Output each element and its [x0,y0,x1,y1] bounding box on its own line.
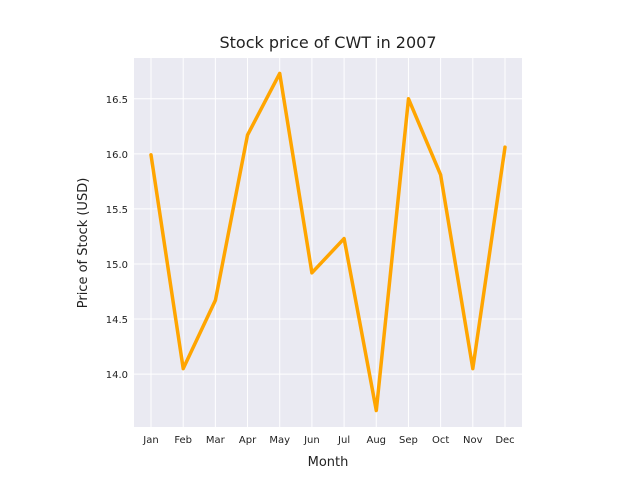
y-tick-label: 15.5 [106,205,128,216]
data-point-nov [471,367,474,370]
x-tick-label: Nov [463,435,483,446]
x-axis-label: Month [308,455,349,470]
y-tick-labels: 14.0 14.5 15.0 15.5 16.0 16.5 [106,95,128,381]
x-tick-label: Jan [142,435,158,446]
y-tick-label: 15.0 [106,260,128,271]
x-tick-label: Jun [303,435,320,446]
y-tick-label: 14.0 [106,370,128,381]
x-tick-label: Dec [495,435,514,446]
data-point-jul [343,237,346,240]
x-tick-label: Feb [174,435,192,446]
x-tick-label: Apr [239,435,257,446]
y-tick-label: 14.5 [106,315,128,326]
data-point-aug [375,409,378,412]
y-tick-label: 16.0 [106,150,128,161]
data-point-dec [504,146,507,149]
x-tick-label: Oct [432,435,449,446]
plot-area [134,58,522,427]
x-tick-label: May [269,435,290,446]
x-tick-labels: Jan Feb Mar Apr May Jun Jul Aug Sep Oct Nov Dec [142,435,514,446]
data-point-feb [182,367,185,370]
data-point-jun [310,271,313,274]
data-point-mar [214,299,217,302]
x-tick-label: Mar [206,435,226,446]
y-tick-label: 16.5 [106,95,128,106]
y-axis-label: Price of Stock (USD) [76,178,91,309]
data-point-sep [407,97,410,100]
data-point-oct [439,173,442,176]
x-tick-label: Aug [367,435,387,446]
data-point-may [278,72,281,75]
chart-title: Stock price of CWT in 2007 [219,33,436,52]
data-point-jan [150,153,153,156]
data-point-apr [246,134,249,137]
x-tick-label: Jul [337,435,350,446]
x-tick-label: Sep [399,435,418,446]
